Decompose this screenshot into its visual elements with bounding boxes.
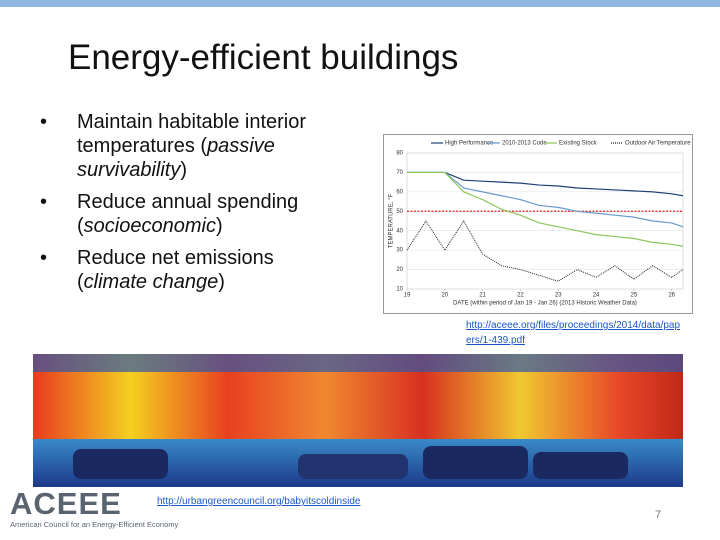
y-tick-label: 40 [396,228,403,234]
y-tick-label: 60 [396,189,403,195]
series-line [407,171,684,197]
slide-title: Energy-efficient buildings [68,38,459,77]
legend-label: High Performance [445,141,494,147]
page-number: 7 [655,509,662,521]
x-tick-label: 23 [555,293,562,299]
y-tick-label: 20 [396,267,403,273]
x-tick-label: 26 [668,293,675,299]
bullet-emphasis: passive survivability [77,135,275,181]
top-bar [0,0,720,7]
x-tick-label: 20 [441,293,448,299]
bullet-text: Reduce annual spending ( [77,191,299,237]
bullet-emphasis: climate change [83,271,219,293]
bullet-text: Reduce net emissions ( [77,247,274,293]
thermal-photo [33,354,683,487]
photo-source-link[interactable]: http://urbangreencouncil.org/babyitscold… [157,496,361,507]
legend-label: Outdoor Air Temperature [625,141,691,147]
bullet-list: Maintain habitable interior temperatures… [40,110,340,302]
y-tick-label: 30 [396,248,403,254]
x-axis-label: DATE (within period of Jan 19 - Jan 26) … [453,301,637,307]
y-tick-label: 10 [396,287,403,293]
x-tick-label: 21 [479,293,486,299]
bullet-end: ) [215,215,223,237]
bullet-text: Maintain habitable interior temperatures… [77,111,307,157]
x-tick-label: 25 [631,293,638,299]
bullet-emphasis: socioeconomic [83,215,216,237]
y-axis-label: TEMPERATURE, °F [389,194,395,249]
y-tick-label: 70 [396,170,403,176]
series-line [406,220,684,282]
x-tick-label: 22 [517,293,524,299]
bullet-end: ) [180,159,188,181]
logo: ACEEE [10,486,122,521]
bullet: Maintain habitable interior temperatures… [40,110,340,182]
series-line [407,171,684,228]
legend-label: Existing Stock [559,141,598,147]
chart: 10 20 30 40 50 60 70 80 19 20 21 22 23 24 25 26 DATE (wi… [383,134,693,314]
y-tick-label: 50 [396,209,403,215]
x-tick-label: 19 [404,293,411,299]
series-line [407,171,684,247]
bullet: Reduce annual spending (socioeconomic) [40,190,340,238]
bullet-end: ) [218,271,225,293]
chart-source-link[interactable]: http://aceee.org/files/proceedings/2014/… [466,320,681,346]
legend-label: 2010-2013 Code [502,141,547,147]
y-tick-label: 80 [396,151,403,157]
bullet: Reduce net emissions (climate change) [40,246,340,294]
x-tick-label: 24 [593,293,600,299]
logo-caption: American Council for an Energy-Efficient… [10,520,179,529]
